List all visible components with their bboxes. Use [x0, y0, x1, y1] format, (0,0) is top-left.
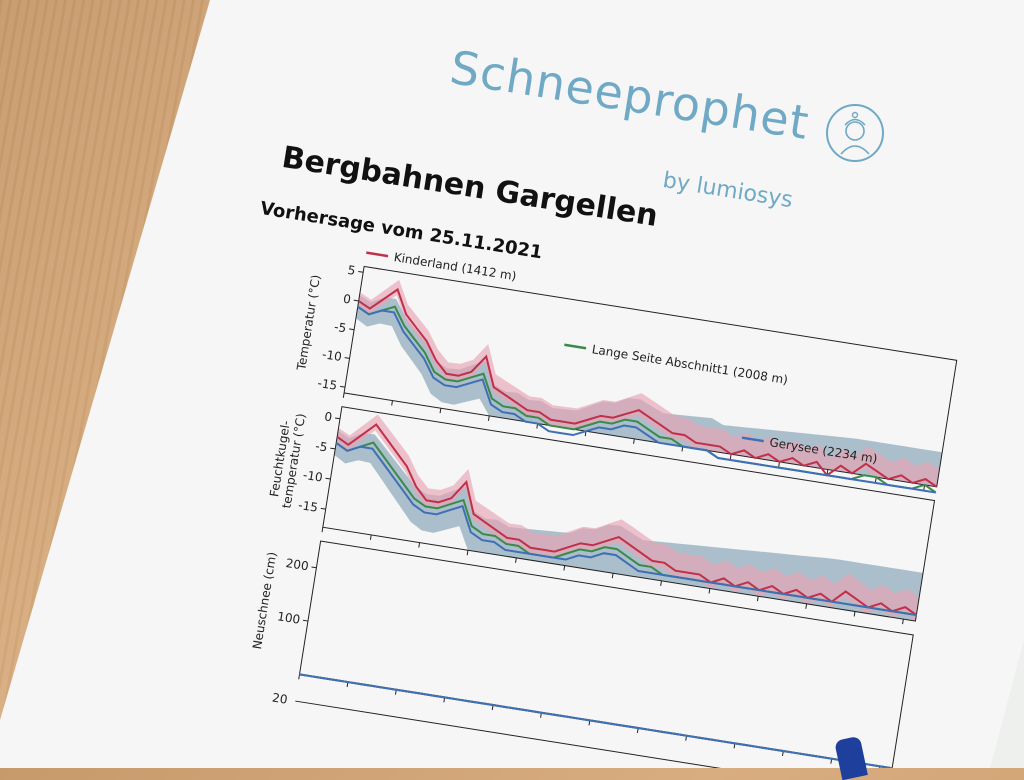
- y-tick-label: -5: [314, 439, 328, 455]
- x-tick: [439, 408, 442, 414]
- y-tick: [302, 619, 309, 622]
- legend-item-1: Kinderland (1412 m): [366, 250, 518, 283]
- x-tick: [418, 542, 421, 548]
- x-tick: [708, 588, 711, 594]
- legend-swatch: [564, 343, 587, 350]
- legend-label: Lange Seite Abschnitt1 (2008 m): [591, 342, 789, 387]
- series-line-1: [336, 423, 917, 616]
- y-tick: [353, 299, 359, 302]
- y-tick-label: -15: [317, 376, 339, 393]
- uncertainty-band-blue: [355, 295, 943, 487]
- y-tick: [339, 385, 346, 388]
- x-tick: [756, 596, 759, 602]
- y-tick-label: 100: [276, 609, 301, 626]
- partial-panel: 20: [271, 691, 888, 768]
- y-tick: [320, 507, 326, 510]
- uncertainty-band-red: [357, 279, 940, 487]
- x-tick: [321, 527, 324, 533]
- x-tick: [369, 534, 372, 540]
- y-tick-label: -5: [333, 320, 347, 336]
- x-tick: [805, 603, 808, 609]
- y-tick-label: -10: [321, 347, 343, 364]
- x-tick: [660, 580, 662, 586]
- y-tick-label: 0: [323, 409, 333, 424]
- legend-item-2: Lange Seite Abschnitt1 (2008 m): [564, 342, 789, 387]
- paper-shade: [990, 0, 1024, 768]
- y-tick: [330, 447, 336, 450]
- y-tick-label: 200: [285, 556, 310, 573]
- x-tick: [391, 400, 393, 406]
- x-tick: [487, 415, 490, 421]
- y-tick: [311, 566, 317, 569]
- legend-swatch: [366, 251, 389, 258]
- y-tick-label: -10: [302, 468, 324, 485]
- y-tick: [358, 270, 364, 273]
- x-tick: [633, 438, 635, 444]
- y-tick: [334, 417, 341, 420]
- partial-tick-label: 20: [271, 691, 288, 707]
- series-line-3: [357, 305, 936, 494]
- x-tick: [342, 392, 345, 398]
- legend-label: Kinderland (1412 m): [393, 250, 518, 283]
- y-tick: [349, 328, 355, 331]
- x-tick: [853, 611, 856, 617]
- y-tick-label: -15: [297, 498, 319, 515]
- y-axis-title: Temperatur (°C): [294, 274, 323, 372]
- legend-swatch: [741, 436, 764, 443]
- x-tick: [515, 557, 517, 563]
- partial-axis-line: [295, 700, 888, 768]
- y-tick: [344, 357, 350, 359]
- x-tick: [902, 619, 904, 625]
- y-tick: [325, 477, 331, 480]
- x-tick: [466, 550, 469, 556]
- series-line-3: [335, 442, 917, 617]
- brand-logo-icon: [826, 104, 884, 162]
- x-tick: [563, 565, 566, 571]
- y-tick-label: 0: [342, 292, 352, 307]
- y-axis-title: Neuschnee (cm): [250, 551, 279, 650]
- plot-frame: [322, 406, 936, 622]
- series-line-1: [358, 287, 938, 488]
- x-tick: [611, 573, 614, 579]
- x-tick: [826, 469, 829, 475]
- series-line-3: [299, 673, 893, 768]
- chart-panel-1: 5 0 -5 -10 -15 Temperatur (°C): [294, 263, 958, 494]
- y-tick-label: 5: [347, 263, 357, 278]
- uncertainty-band-red: [336, 414, 920, 622]
